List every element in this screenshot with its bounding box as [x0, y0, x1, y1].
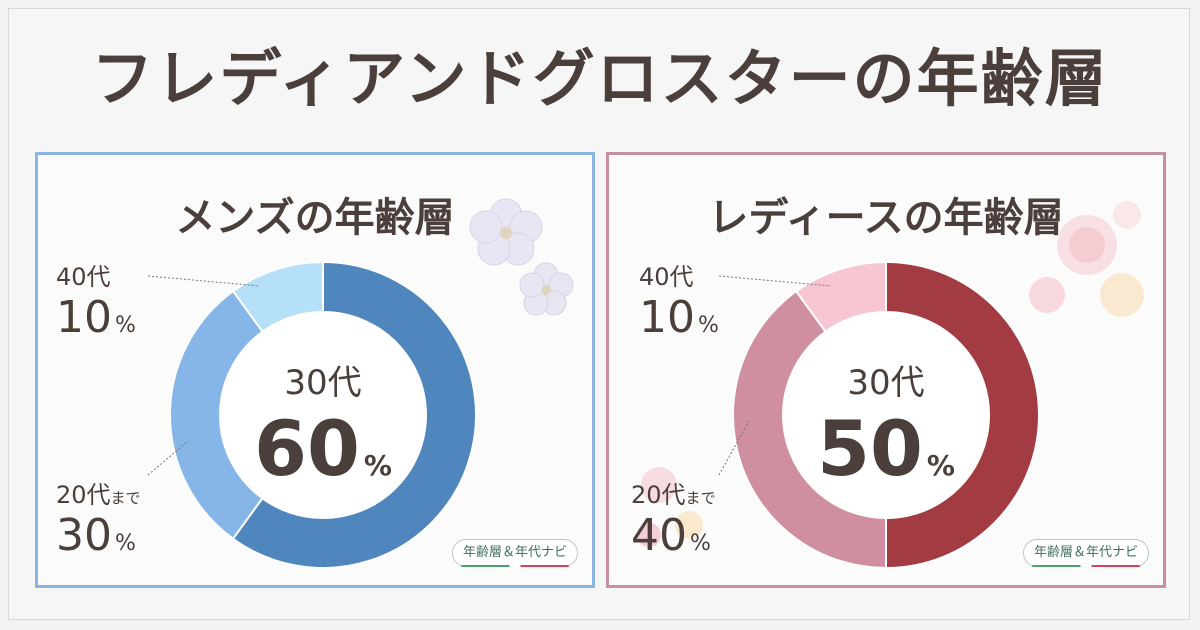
women-panel-title: レディースの年齢層	[708, 195, 1064, 241]
men-twenties-value: 30	[56, 510, 112, 561]
women-center-unit: %	[926, 449, 955, 482]
men-forties-unit: %	[115, 313, 136, 338]
women-center-age: 30代	[847, 363, 925, 403]
women-forties-leader-line	[718, 275, 832, 287]
men-panel-title: メンズの年齢層	[175, 195, 455, 241]
men-slice-2	[169, 289, 264, 541]
flower-decoration-left-icon	[637, 467, 703, 547]
men-center-label: 30代 60%	[243, 355, 403, 493]
men-forties-leader-line	[147, 275, 261, 287]
women-badge: 年齢層＆年代ナビ	[1022, 539, 1149, 567]
flower-decoration-icon	[469, 198, 574, 316]
women-twenties-label: 20代まで 40%	[631, 475, 716, 561]
women-forties-age: 40代	[639, 263, 694, 291]
men-forties-age: 40代	[56, 263, 111, 291]
men-center-unit: %	[363, 449, 392, 482]
women-forties-value: 10	[639, 292, 695, 343]
men-twenties-suffix: まで	[110, 489, 141, 507]
men-twenties-unit: %	[115, 531, 136, 556]
men-panel: メンズの年齢層 30代 60% 40代 10% 20代まで 30% 年齢層＆年代…	[35, 152, 595, 588]
women-twenties-age: 20代	[631, 481, 686, 509]
women-donut-hole	[784, 313, 988, 517]
women-center-label: 30代 50%	[806, 355, 966, 493]
women-slice-2	[732, 289, 887, 570]
page-title: フレディアンドグロスターの年齢層	[91, 42, 1109, 115]
women-forties-label: 40代 10%	[639, 257, 719, 343]
women-center-value: 50	[817, 404, 923, 493]
women-donut-chart	[718, 260, 1040, 570]
women-forties-unit: %	[698, 313, 719, 338]
women-panel: レディースの年齢層 30代 50% 40代 10% 20代まで 40% 年齢層＆…	[606, 152, 1166, 588]
men-badge: 年齢層＆年代ナビ	[451, 539, 578, 567]
women-twenties-suffix: まで	[685, 489, 716, 507]
rose-decoration-icon	[1029, 201, 1144, 317]
men-slice-1	[231, 260, 477, 569]
women-twenties-value: 40	[631, 510, 687, 561]
men-twenties-leader-line	[147, 440, 189, 476]
men-donut-hole	[221, 313, 425, 517]
men-twenties-label: 20代まで 30%	[56, 475, 141, 561]
men-donut-chart	[147, 260, 477, 569]
women-slice-1	[885, 260, 1040, 570]
men-center-age: 30代	[284, 363, 362, 403]
men-center-value: 60	[254, 404, 360, 493]
men-twenties-age-row: 20代まで	[56, 475, 141, 510]
women-twenties-age-row: 20代まで	[631, 475, 716, 510]
men-forties-value: 10	[56, 292, 112, 343]
men-twenties-age: 20代	[56, 481, 111, 509]
women-twenties-unit: %	[690, 531, 711, 556]
men-forties-label: 40代 10%	[56, 257, 136, 343]
